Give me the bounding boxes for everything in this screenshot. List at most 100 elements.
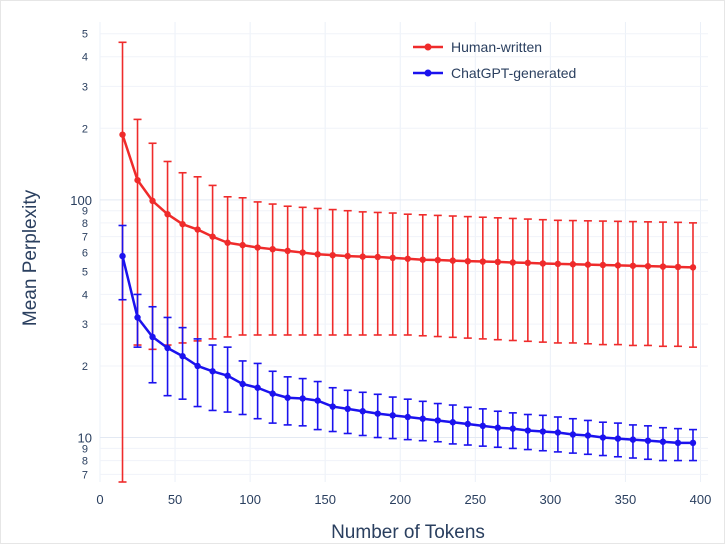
y-minor-tick-label: 2 [82, 123, 88, 135]
data-point [194, 362, 201, 370]
data-point [179, 352, 186, 360]
series-chatgpt-generated [118, 224, 697, 462]
data-point [569, 431, 577, 438]
data-point [524, 427, 532, 434]
y-minor-tick-label: 9 [82, 206, 88, 218]
data-point [374, 253, 381, 261]
data-point [614, 262, 622, 269]
x-tick-label: 100 [239, 492, 261, 507]
data-point [584, 261, 592, 268]
data-point [329, 403, 336, 410]
data-point [359, 253, 366, 260]
data-point [554, 260, 562, 268]
data-point [509, 425, 517, 432]
data-point [464, 420, 472, 428]
y-minor-tick-label: 3 [82, 81, 88, 93]
data-point [404, 413, 411, 421]
legend-marker [424, 69, 432, 77]
data-point [509, 259, 517, 266]
data-point [434, 256, 441, 264]
x-tick-label: 400 [690, 492, 712, 507]
data-point [539, 428, 547, 435]
y-minor-tick-label: 8 [82, 218, 88, 230]
x-tick-label: 200 [389, 492, 411, 507]
y-minor-tick-label: 2 [82, 361, 88, 373]
data-point [494, 424, 502, 431]
data-point [434, 417, 441, 424]
data-point [209, 368, 216, 375]
y-minor-tick-label: 7 [82, 469, 88, 481]
data-point [449, 419, 456, 426]
y-minor-tick-label: 7 [82, 232, 88, 244]
data-point [119, 252, 126, 260]
grid [99, 22, 708, 482]
data-point [284, 394, 291, 401]
data-point [344, 405, 351, 413]
legend-item-human-written: Human-written [413, 39, 542, 55]
data-point [284, 247, 291, 255]
y-minor-tick-label: 4 [82, 52, 88, 64]
data-point [674, 263, 682, 271]
data-point [194, 226, 201, 233]
data-point [644, 262, 652, 270]
data-point [314, 397, 321, 404]
data-point [674, 439, 682, 447]
data-point [614, 435, 622, 442]
series-human-written [118, 41, 697, 483]
data-point [584, 432, 592, 439]
data-point [314, 251, 321, 258]
data-point [449, 257, 456, 264]
y-minor-tick-label: 4 [82, 289, 88, 301]
x-tick-label: 250 [464, 492, 486, 507]
data-point [389, 412, 396, 419]
data-point [479, 258, 487, 265]
data-point [539, 260, 547, 267]
y-minor-tick-label: 6 [82, 248, 88, 260]
x-tick-label: 50 [168, 492, 182, 507]
data-point [269, 245, 276, 253]
series [118, 41, 697, 483]
x-tick-label: 300 [540, 492, 562, 507]
data-point [419, 256, 426, 263]
data-point [254, 384, 261, 391]
data-point [599, 261, 607, 269]
data-point [119, 131, 126, 138]
data-point [149, 333, 156, 341]
data-point [659, 263, 667, 270]
data-point [479, 422, 487, 430]
data-point [629, 262, 637, 269]
y-minor-tick-label: 5 [82, 266, 88, 278]
data-point [209, 233, 216, 240]
data-point [659, 438, 667, 445]
data-point [494, 258, 502, 266]
legend: Human-written ChatGPT-generated [413, 39, 576, 81]
y-minor-tick-label: 3 [82, 319, 88, 331]
data-point [164, 344, 171, 352]
y-axis-title: Mean Perplexity [20, 189, 41, 326]
data-point [689, 439, 697, 447]
y-minor-tick-label: 9 [82, 443, 88, 455]
data-point [254, 244, 261, 251]
y-major-tick-label: 10 [78, 431, 92, 446]
data-point [629, 436, 637, 443]
data-point [569, 261, 577, 268]
legend-item-chatgpt-generated: ChatGPT-generated [413, 65, 576, 81]
legend-label: Human-written [451, 39, 542, 55]
data-point [224, 372, 231, 379]
data-point [374, 410, 381, 417]
data-point [389, 254, 396, 262]
data-point [689, 264, 697, 271]
data-point [554, 429, 562, 436]
data-point [239, 380, 246, 388]
x-tick-label: 0 [96, 492, 103, 507]
data-point [179, 220, 186, 228]
y-minor-tick-label: 5 [82, 29, 88, 41]
x-axis-title: Number of Tokens [331, 522, 485, 543]
data-point [134, 176, 141, 184]
data-point [164, 211, 171, 218]
data-point [269, 390, 276, 397]
data-point [299, 395, 306, 402]
legend-marker [424, 43, 432, 51]
data-point [599, 434, 607, 441]
